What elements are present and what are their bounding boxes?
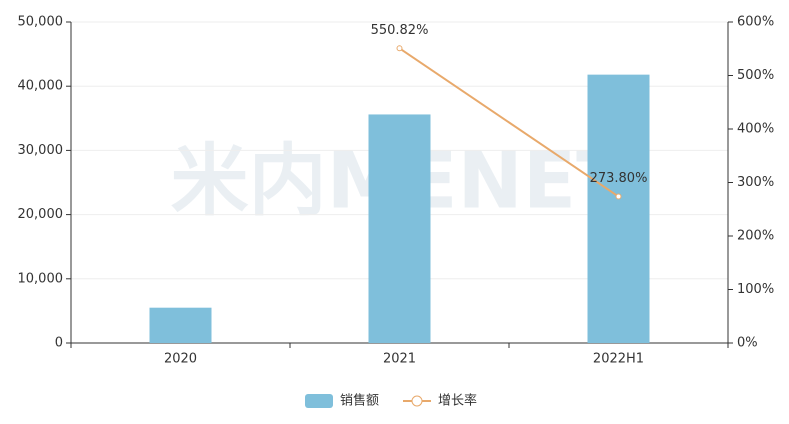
y2-tick-label: 600% bbox=[737, 15, 774, 30]
data-label: 273.80% bbox=[590, 171, 648, 186]
y-tick-label: 10,000 bbox=[18, 271, 64, 286]
legend-label: 销售额 bbox=[340, 393, 379, 409]
y2-tick-label: 500% bbox=[737, 68, 774, 83]
y-tick-label: 30,000 bbox=[18, 143, 64, 158]
y2-tick-label: 400% bbox=[737, 122, 774, 137]
legend-swatch bbox=[411, 395, 423, 407]
line-point bbox=[396, 45, 403, 52]
x-tick-label: 2021 bbox=[383, 352, 416, 367]
x-tick-label: 2022H1 bbox=[593, 352, 644, 367]
y2-tick-label: 100% bbox=[737, 282, 774, 297]
y-tick-label: 40,000 bbox=[18, 79, 64, 94]
y2-tick-label: 0% bbox=[737, 336, 758, 351]
legend-label: 增长率 bbox=[438, 393, 477, 409]
legend-swatch bbox=[305, 394, 333, 408]
x-tick-label: 2020 bbox=[164, 352, 197, 367]
bar bbox=[587, 74, 650, 344]
data-label: 550.82% bbox=[371, 23, 429, 38]
y2-tick-label: 200% bbox=[737, 229, 774, 244]
y2-tick-label: 300% bbox=[737, 175, 774, 190]
y-tick-label: 50,000 bbox=[18, 15, 64, 30]
line bbox=[398, 47, 620, 198]
y-tick-label: 20,000 bbox=[18, 207, 64, 222]
bar bbox=[149, 307, 212, 343]
line-point bbox=[615, 193, 622, 200]
bar bbox=[368, 114, 431, 343]
y-tick-label: 0 bbox=[55, 336, 63, 351]
